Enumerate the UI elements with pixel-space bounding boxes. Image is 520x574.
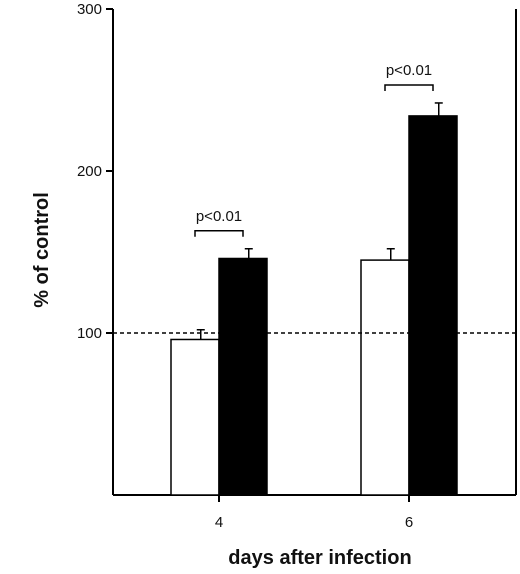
significance-label-1: p<0.01 — [386, 62, 432, 79]
bar-open-day6 — [360, 259, 410, 496]
y-tick-label-200: 200 — [77, 163, 102, 180]
bar-open-day4 — [170, 338, 220, 496]
y-axis-title: % of control — [31, 192, 53, 308]
x-axis-title: days after infection — [228, 547, 411, 569]
x-tick-label-6: 6 — [405, 514, 413, 531]
y-tick-label-100: 100 — [77, 325, 102, 342]
y-tick-label-300: 300 — [77, 1, 102, 18]
bar-filled-day6 — [408, 115, 458, 496]
text-layer: days after infection % of control — [31, 192, 412, 569]
significance-bracket-1 — [384, 84, 434, 91]
x-tick-label-4: 4 — [215, 514, 223, 531]
significance-bracket-0 — [194, 230, 244, 237]
bar-filled-day4 — [218, 257, 268, 496]
significance-label-0: p<0.01 — [196, 208, 242, 225]
plot-area: 100 200 300 4 6 p<0.01 p<0.01 — [77, 1, 517, 531]
